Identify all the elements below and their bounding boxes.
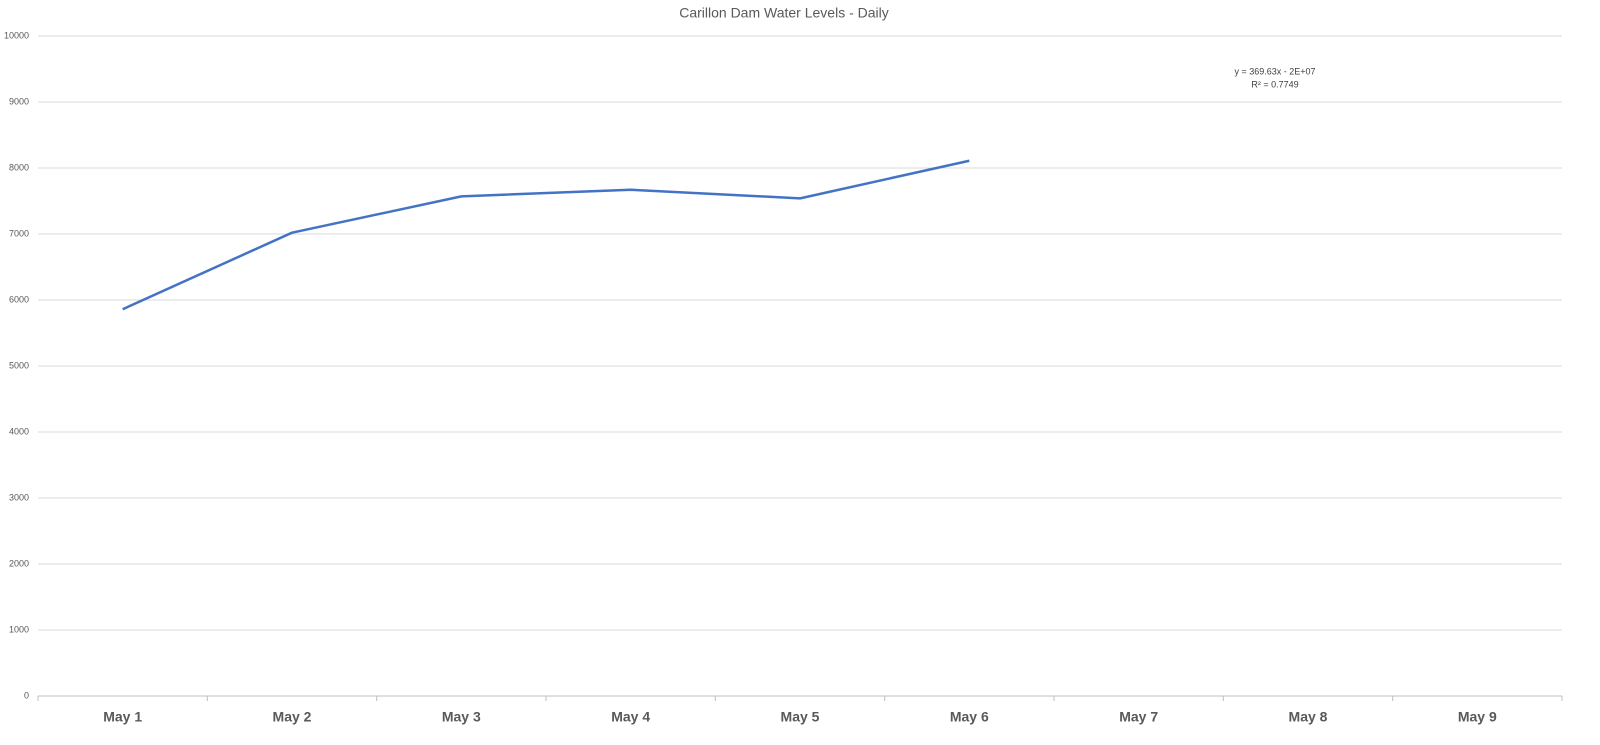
x-tick-label: May 3 [442,709,481,725]
x-tick-label: May 2 [273,709,312,725]
x-tick-label: May 9 [1458,709,1497,725]
trendline-r-squared: R² = 0.7749 [1251,79,1298,89]
y-tick-label: 3000 [9,492,29,502]
y-tick-label: 6000 [9,294,29,304]
y-tick-label: 1000 [9,624,29,634]
y-tick-label: 2000 [9,558,29,568]
y-tick-label: 0 [24,690,29,700]
x-tick-label: May 8 [1289,709,1328,725]
y-tick-label: 5000 [9,360,29,370]
y-tick-label: 9000 [9,96,29,106]
x-tick-label: May 5 [781,709,820,725]
x-tick-label: May 4 [611,709,650,725]
y-tick-label: 8000 [9,162,29,172]
y-tick-label: 7000 [9,228,29,238]
y-tick-label: 10000 [4,30,29,40]
trendline-equation: y = 369.63x - 2E+07 [1234,66,1315,76]
chart-title: Carillon Dam Water Levels - Daily [679,5,889,21]
x-tick-label: May 1 [103,709,142,725]
x-tick-label: May 7 [1119,709,1158,725]
y-tick-label: 4000 [9,426,29,436]
line-series [122,159,970,311]
x-tick-label: May 6 [950,709,989,725]
